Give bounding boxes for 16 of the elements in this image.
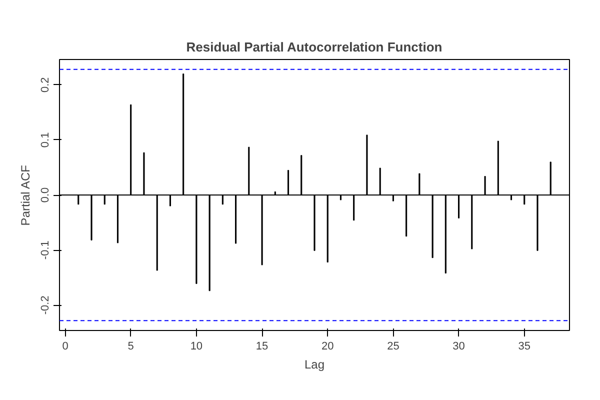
x-tick-label: 10 (190, 340, 203, 352)
x-tick-label: 35 (518, 340, 531, 352)
y-tick-label: 0.2 (40, 77, 52, 92)
x-tick-label: 20 (322, 340, 334, 352)
chart-title: Residual Partial Autocorrelation Function (186, 40, 442, 54)
x-tick-label: 0 (62, 340, 68, 352)
y-axis-title: Partial ACF (18, 164, 32, 226)
y-tick-label: -0.1 (40, 240, 52, 260)
x-tick-label: 5 (128, 340, 134, 352)
x-tick-label: 30 (452, 340, 465, 352)
x-tick-label: 15 (256, 340, 268, 352)
y-tick-label: 0.1 (40, 132, 52, 148)
y-tick-label: -0.2 (40, 296, 52, 315)
x-axis-title: Lag (304, 358, 325, 372)
x-tick-label: 25 (387, 340, 400, 352)
y-tick-label: 0.0 (40, 187, 52, 203)
